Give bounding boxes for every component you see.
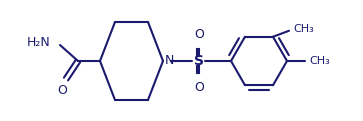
- Text: O: O: [194, 81, 204, 94]
- Text: N: N: [165, 54, 174, 68]
- Text: O: O: [57, 84, 67, 97]
- Text: O: O: [194, 28, 204, 41]
- Text: CH₃: CH₃: [309, 56, 330, 66]
- Text: CH₃: CH₃: [293, 24, 314, 34]
- Text: S: S: [194, 54, 204, 68]
- Text: H₂N: H₂N: [26, 37, 50, 49]
